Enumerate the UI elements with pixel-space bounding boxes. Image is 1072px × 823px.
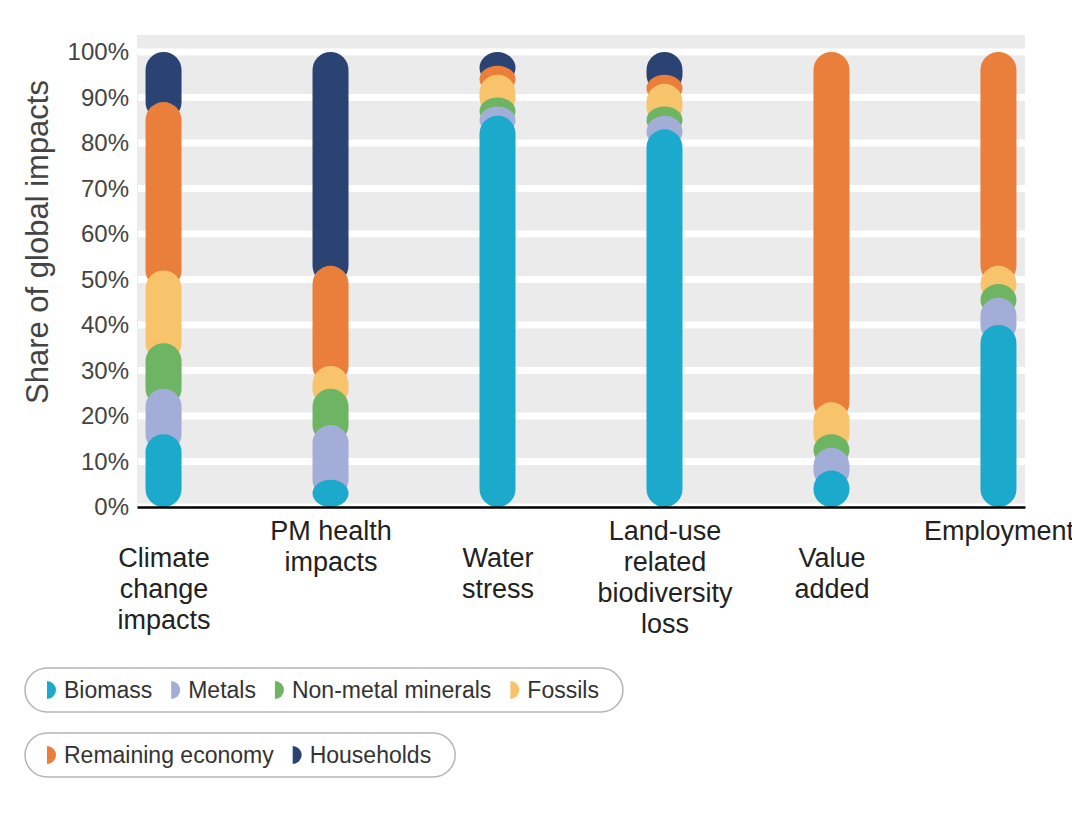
x-tick: Employment <box>924 507 1072 546</box>
grid-line <box>137 367 1025 374</box>
y-tick-label: 60% <box>81 220 129 247</box>
grid-line <box>137 458 1025 465</box>
legend-box <box>25 733 455 777</box>
legend-swatch <box>171 681 180 699</box>
y-axis-title: Share of global impacts <box>20 80 55 404</box>
bar-segment <box>146 102 182 288</box>
x-tick-label: Valueadded <box>794 543 869 604</box>
bar-segment <box>980 325 1016 507</box>
grid-line <box>137 94 1025 101</box>
legend-label: Fossils <box>527 677 599 703</box>
y-tick: 0% <box>94 493 137 520</box>
legend-swatch <box>510 681 519 699</box>
y-tick: 60% <box>81 220 137 247</box>
y-tick: 90% <box>81 84 137 111</box>
x-tick-label: Waterstress <box>462 543 534 604</box>
legend-label: Remaining economy <box>64 742 274 768</box>
bar-segment <box>313 52 349 284</box>
bar-segment <box>813 52 849 420</box>
y-tick: 70% <box>81 175 137 202</box>
bar-segment <box>646 129 682 507</box>
y-tick-label: 50% <box>81 266 129 293</box>
legend-box <box>25 668 623 712</box>
y-tick: 80% <box>81 129 137 156</box>
y-tick-label: 40% <box>81 311 129 338</box>
legend-swatch <box>275 681 284 699</box>
y-tick-label: 70% <box>81 175 129 202</box>
bar-segment <box>480 116 516 507</box>
legend-label: Households <box>310 742 431 768</box>
x-tick: Valueadded <box>794 507 869 604</box>
y-tick: 50% <box>81 266 137 293</box>
grid-line <box>137 231 1025 238</box>
x-tick: PM healthimpacts <box>270 507 392 577</box>
grid-line <box>137 413 1025 420</box>
y-tick: 100% <box>68 38 137 65</box>
y-tick: 40% <box>81 311 137 338</box>
legend-swatch <box>47 681 56 699</box>
x-tick: Climatechangeimpacts <box>118 507 211 635</box>
bar-segment <box>980 52 1016 284</box>
x-tick-label: Climatechangeimpacts <box>118 543 211 635</box>
legend-swatch <box>47 746 56 764</box>
grid <box>137 52 1025 507</box>
y-tick: 10% <box>81 448 137 475</box>
y-tick-label: 30% <box>81 357 129 384</box>
x-axis: Climatechangeimpacts PM healthimpacts Wate… <box>118 507 1072 639</box>
legend-swatch <box>293 746 302 764</box>
grid-line <box>137 140 1025 147</box>
x-tick: Waterstress <box>462 507 534 604</box>
legend-label: Non-metal minerals <box>292 677 491 703</box>
x-tick: Land-userelatedbiodiversityloss <box>597 507 733 639</box>
y-tick-label: 80% <box>81 129 129 156</box>
y-tick: 20% <box>81 402 137 429</box>
bars <box>146 52 1017 507</box>
legend-label: Metals <box>188 677 256 703</box>
x-axis-line <box>138 506 1026 509</box>
bar-segment <box>146 434 182 507</box>
x-tick-label: PM healthimpacts <box>270 516 392 577</box>
x-tick-label: Employment <box>924 516 1072 546</box>
y-tick-label: 0% <box>94 493 129 520</box>
bar-segment <box>813 471 849 507</box>
y-tick-label: 90% <box>81 84 129 111</box>
chart: 0% 10% 20% 30% 40% 50% 60% 70% 80% 90% 100% Climate… <box>0 0 1072 823</box>
x-tick-label: Land-userelatedbiodiversityloss <box>597 516 733 639</box>
grid-line <box>137 185 1025 192</box>
grid-line <box>137 49 1025 56</box>
y-tick-label: 100% <box>68 38 129 65</box>
y-axis: 0% 10% 20% 30% 40% 50% 60% 70% 80% 90% 100% <box>68 38 138 520</box>
y-tick-label: 10% <box>81 448 129 475</box>
legend-label: Biomass <box>64 677 152 703</box>
grid-line <box>137 504 1025 511</box>
grid-line <box>137 276 1025 283</box>
y-axis-line <box>137 53 138 508</box>
y-tick: 30% <box>81 357 137 384</box>
y-tick-label: 20% <box>81 402 129 429</box>
legend: Biomass Metals Non-metal minerals Fossils Re… <box>25 668 623 777</box>
bar-segment <box>313 480 349 507</box>
plot-background <box>137 35 1025 507</box>
grid-line <box>137 322 1025 329</box>
